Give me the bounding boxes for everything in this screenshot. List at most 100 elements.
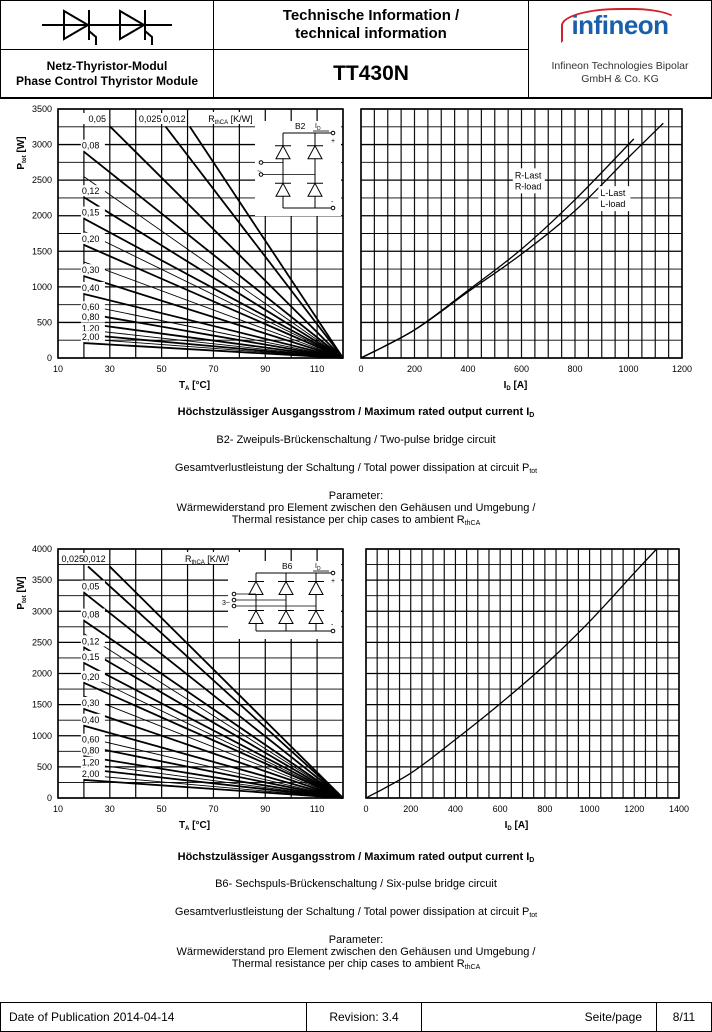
x-tick-label: 10: [53, 364, 63, 374]
title-line-2: technical information: [295, 25, 447, 42]
curve-label: 0,012: [83, 554, 106, 564]
diode-icon: [278, 580, 294, 595]
document-footer: Date of Publication 2014-04-14 Revision:…: [0, 1002, 712, 1032]
output-current-label: ID: [315, 123, 321, 132]
param-label-bg: [182, 552, 241, 564]
x-tick-label: 1400: [669, 804, 689, 814]
curve-label: 0,30: [82, 265, 100, 275]
curve-label-bg: [80, 713, 105, 725]
b2-param-title: Parameter:: [328, 490, 384, 502]
param-label-bg: [206, 112, 265, 124]
rth-curve-unlabeled: [83, 762, 344, 799]
minus-terminal: [330, 205, 336, 211]
curve-label-bg: [81, 113, 106, 124]
curve-label: 0,80: [82, 312, 100, 322]
rth-curve-0-30: [83, 275, 344, 359]
module-type: Netz-Thyristor-Modul Phase Control Thyri…: [1, 49, 213, 97]
y-tick-label: 1500: [32, 700, 52, 710]
y-tick-label: 500: [37, 317, 52, 327]
x-tick-label: 800: [567, 364, 582, 374]
ac-terminal: [231, 597, 237, 603]
rth-curve-0-15: [83, 217, 344, 359]
part-number: TT430N: [333, 61, 409, 85]
rth-curve-0-05: [83, 591, 344, 799]
y-tick-label: 2500: [32, 637, 52, 647]
curve-label: 0,60: [82, 302, 100, 312]
b6-caption: Höchstzulässiger Ausgangsstrom / Maximum…: [0, 851, 712, 867]
y-tick-label: 1500: [32, 246, 52, 256]
x-tick-label: 200: [403, 804, 418, 814]
b2-caption: Höchstzulässiger Ausgangsstrom / Maximum…: [0, 406, 712, 422]
curve-label: 0,12: [82, 636, 100, 646]
circuit-name-label: B6: [282, 561, 293, 571]
document-header: Technische Information / technical infor…: [0, 0, 712, 99]
diode-icon: [307, 182, 323, 197]
x-tick-label: 90: [260, 804, 270, 814]
curve-label: 0,025: [139, 114, 162, 124]
b6-caption-sub: D: [529, 857, 535, 864]
curve-label: 0,05: [89, 114, 107, 124]
y-axis-title: Ptot [W]: [16, 136, 28, 169]
y-axis-title: Ptot [W]: [16, 576, 28, 609]
x-tick-label: 50: [157, 364, 167, 374]
curve-label-bg: [80, 744, 105, 756]
rth-curve-2-00: [83, 779, 344, 799]
part-number-cell: TT430N: [213, 49, 528, 97]
rth-curve-0-025: [87, 565, 344, 799]
output-current-label: ID: [315, 563, 321, 572]
rth-curve-0-012: [108, 565, 344, 799]
b6-power-vs-current-chart: 0 200 400 600 800 1000 1200 1400 ID [A]: [363, 548, 689, 832]
rth-curve-0-30: [83, 708, 344, 799]
b6-param-line-1: Wärmewiderstand pro Element zwischen den…: [176, 946, 536, 958]
b6-loss-main: Gesamtverlustleistung der Schaltung / To…: [174, 906, 530, 918]
b2-param-line-2: Thermal resistance per chip cases to amb…: [0, 514, 712, 530]
x-tick-label: 110: [310, 364, 324, 374]
b6-loss-sub: tot: [529, 912, 538, 919]
diode-icon: [278, 609, 294, 624]
company-line-2: GmbH & Co. KG: [581, 73, 659, 85]
curve-label-bg: [160, 113, 185, 124]
rth-curve-unlabeled: [83, 230, 344, 359]
curve-label-bg: [80, 756, 105, 768]
curve-label-bg: [80, 232, 105, 244]
b6-param-line-2-main: Thermal resistance per chip cases to amb…: [231, 958, 465, 970]
R-load-curve: [360, 138, 635, 359]
curve-label: 2,00: [82, 769, 100, 779]
publication-date: Date of Publication 2014-04-14: [9, 1010, 175, 1024]
curve-label-bg: [80, 139, 105, 151]
curve-label-bg: [512, 168, 545, 194]
y-tick-label: 500: [37, 762, 52, 772]
b2-caption-sub: D: [529, 412, 535, 419]
page-label: Seite/page: [421, 1003, 656, 1031]
rth-curve-unlabeled: [83, 261, 344, 359]
curve-label-bg: [80, 264, 105, 276]
curve-label: 0,40: [82, 715, 100, 725]
rth-curve-0-20: [83, 682, 344, 799]
curve-label-bg: [80, 580, 105, 592]
rth-curve-0-025: [164, 125, 344, 359]
x-tick-label: 70: [208, 364, 218, 374]
curve-label: 0,08: [82, 141, 100, 151]
plot-frame: [365, 548, 680, 799]
x-axis-title: ID [A]: [504, 380, 528, 392]
x-tick-label: 10: [53, 804, 63, 814]
plus-terminal: [330, 570, 336, 576]
curve-label-bg: [80, 767, 105, 779]
x-tick-label: 30: [105, 804, 115, 814]
curve-label: R-Last: [515, 170, 542, 180]
curve-label: 0,80: [82, 745, 100, 755]
x-tick-label: 600: [514, 364, 529, 374]
b2-loss-main: Gesamtverlustleistung der Schaltung / To…: [174, 462, 530, 474]
diode-icon: [275, 182, 291, 197]
curve-label: 0,20: [82, 672, 100, 682]
company-name: Infineon Technologies Bipolar GmbH & Co.…: [528, 49, 711, 97]
curve-label: 1,20: [82, 324, 100, 334]
curve-label-bg: [80, 696, 105, 708]
rth-curve-2-00: [83, 342, 344, 359]
b2-loss-text: Gesamtverlustleistung der Schaltung / To…: [0, 462, 712, 478]
plus-label: +: [331, 138, 335, 145]
y-tick-label: 2000: [32, 669, 52, 679]
b6-power-vs-ambient-chart: 10 30 50 70 90 110 0 500 1000 1500 2000 2500 3000 350…: [16, 544, 344, 832]
x-tick-label: 90: [260, 364, 270, 374]
